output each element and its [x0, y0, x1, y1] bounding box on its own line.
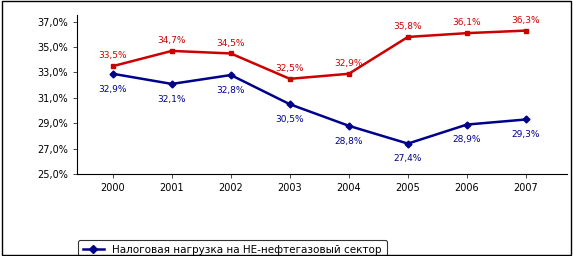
Text: 32,9%: 32,9% — [99, 84, 127, 93]
Text: 32,1%: 32,1% — [158, 95, 186, 104]
Text: 32,5%: 32,5% — [276, 64, 304, 73]
Text: 27,4%: 27,4% — [394, 154, 422, 163]
Text: 36,1%: 36,1% — [453, 18, 481, 27]
Text: 34,7%: 34,7% — [158, 36, 186, 45]
Text: 35,8%: 35,8% — [394, 22, 422, 31]
Legend: Налоговая нагрузка на НЕ-нефтегазовый сектор, Общая налоговая нагрузка: Налоговая нагрузка на НЕ-нефтегазовый се… — [78, 240, 387, 256]
Text: 33,5%: 33,5% — [99, 51, 127, 60]
Text: 32,8%: 32,8% — [217, 86, 245, 95]
Text: 34,5%: 34,5% — [217, 39, 245, 48]
Text: 32,9%: 32,9% — [335, 59, 363, 68]
Text: 30,5%: 30,5% — [276, 115, 304, 124]
Text: 29,3%: 29,3% — [512, 130, 540, 139]
Text: 36,3%: 36,3% — [512, 16, 540, 25]
Text: 28,8%: 28,8% — [335, 137, 363, 146]
Text: 28,9%: 28,9% — [453, 135, 481, 144]
